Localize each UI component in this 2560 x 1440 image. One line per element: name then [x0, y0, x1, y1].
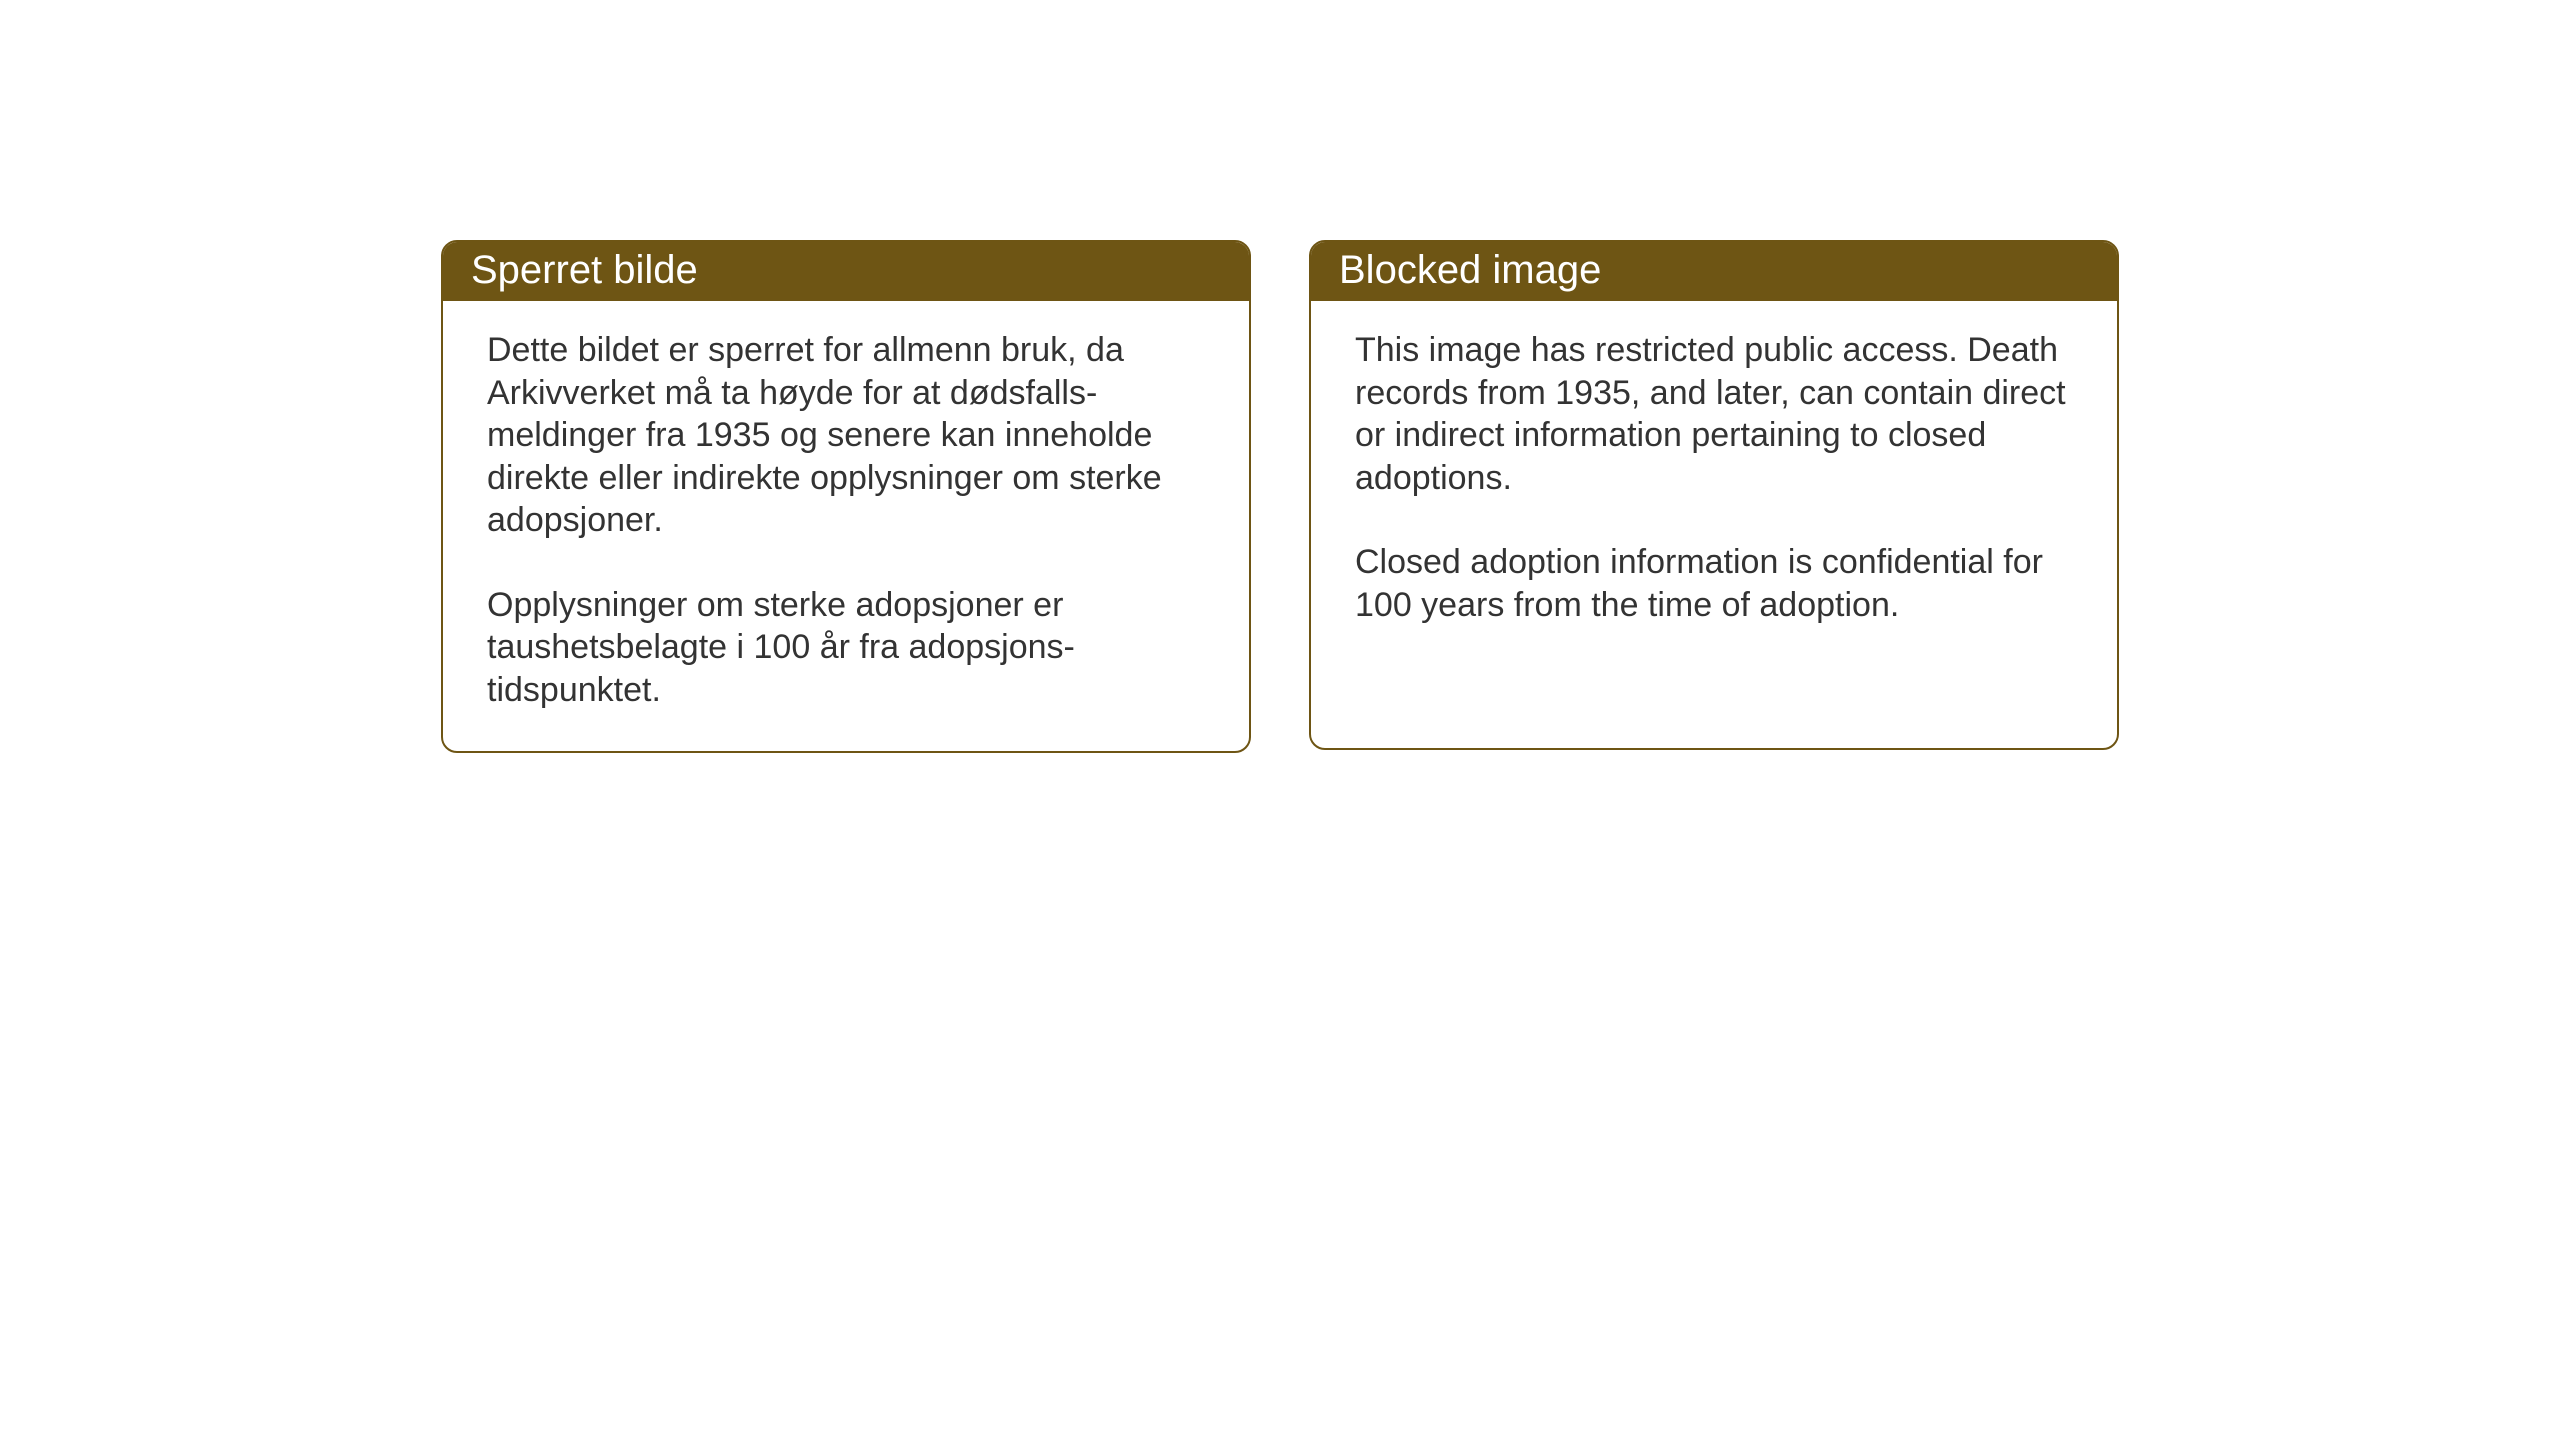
- notice-paragraph: Closed adoption information is confident…: [1355, 541, 2077, 626]
- notice-card-english: Blocked image This image has restricted …: [1309, 240, 2119, 750]
- notice-paragraph: This image has restricted public access.…: [1355, 329, 2077, 499]
- notice-container: Sperret bilde Dette bildet er sperret fo…: [441, 240, 2119, 753]
- notice-paragraph: Dette bildet er sperret for allmenn bruk…: [487, 329, 1209, 542]
- notice-card-norwegian: Sperret bilde Dette bildet er sperret fo…: [441, 240, 1251, 753]
- card-header: Blocked image: [1311, 242, 2117, 301]
- card-body: This image has restricted public access.…: [1311, 301, 2117, 666]
- card-header: Sperret bilde: [443, 242, 1249, 301]
- card-body: Dette bildet er sperret for allmenn bruk…: [443, 301, 1249, 751]
- notice-paragraph: Opplysninger om sterke adopsjoner er tau…: [487, 584, 1209, 712]
